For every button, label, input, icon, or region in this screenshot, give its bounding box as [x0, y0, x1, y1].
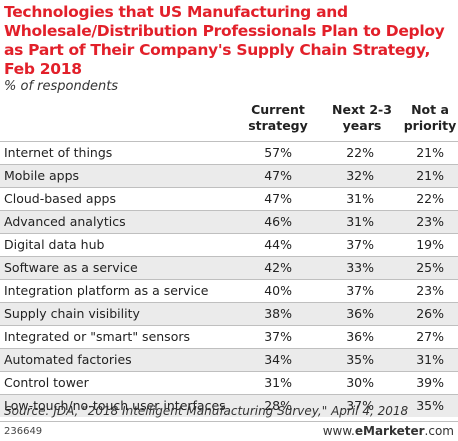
table-row: Supply chain visibility 38% 36% 26%: [0, 302, 458, 325]
cell-next-2-3-years: 30%: [346, 375, 374, 390]
row-label: Mobile apps: [4, 168, 80, 183]
cell-current-strategy: 28%: [264, 398, 292, 413]
cell-current-strategy: 47%: [264, 168, 292, 183]
data-table: Current strategy Next 2-3 years Not a pr…: [0, 100, 458, 417]
column-header-current-strategy: Current strategy: [238, 102, 318, 134]
row-label: Supply chain visibility: [4, 306, 140, 321]
row-label: Internet of things: [4, 145, 113, 160]
column-header-line: years: [342, 118, 382, 133]
cell-current-strategy: 46%: [264, 214, 292, 229]
cell-current-strategy: 37%: [264, 329, 292, 344]
table-row: Advanced analytics 46% 31% 23%: [0, 210, 458, 233]
cell-current-strategy: 42%: [264, 260, 292, 275]
table-row: Internet of things 57% 22% 21%: [0, 141, 458, 164]
table-row: Cloud-based apps 47% 31% 22%: [0, 187, 458, 210]
column-header-line: Next 2-3: [332, 102, 392, 117]
cell-current-strategy: 34%: [264, 352, 292, 367]
cell-next-2-3-years: 32%: [346, 168, 374, 183]
cell-next-2-3-years: 36%: [346, 306, 374, 321]
table-row: Control tower 31% 30% 39%: [0, 371, 458, 394]
table-header: Current strategy Next 2-3 years Not a pr…: [0, 100, 458, 141]
brand-suffix: .com: [424, 424, 454, 438]
row-label: Software as a service: [4, 260, 138, 275]
cell-not-a-priority: 31%: [416, 352, 444, 367]
table-row: Integrated or "smart" sensors 37% 36% 27%: [0, 325, 458, 348]
cell-not-a-priority: 23%: [416, 283, 444, 298]
cell-next-2-3-years: 37%: [346, 283, 374, 298]
row-label: Integrated or "smart" sensors: [4, 329, 190, 344]
chart-subtitle: % of respondents: [4, 79, 119, 94]
cell-next-2-3-years: 31%: [346, 214, 374, 229]
cell-current-strategy: 40%: [264, 283, 292, 298]
table-row: Digital data hub 44% 37% 19%: [0, 233, 458, 256]
column-header-not-a-priority: Not a priority: [402, 102, 458, 134]
row-label: Digital data hub: [4, 237, 105, 252]
brand-logo: www.eMarketer.com: [323, 424, 454, 438]
cell-not-a-priority: 26%: [416, 306, 444, 321]
cell-not-a-priority: 19%: [416, 237, 444, 252]
row-label: Advanced analytics: [4, 214, 126, 229]
cell-next-2-3-years: 35%: [346, 352, 374, 367]
table-row: Mobile apps 47% 32% 21%: [0, 164, 458, 187]
cell-current-strategy: 31%: [264, 375, 292, 390]
row-label: Integration platform as a service: [4, 283, 209, 298]
brand-prefix: www.: [322, 424, 355, 438]
cell-not-a-priority: 22%: [416, 191, 444, 206]
cell-not-a-priority: 39%: [416, 375, 444, 390]
row-label: Low-touch/no-touch user interfaces: [4, 398, 226, 413]
cell-not-a-priority: 21%: [416, 145, 444, 160]
cell-not-a-priority: 23%: [416, 214, 444, 229]
cell-next-2-3-years: 33%: [346, 260, 374, 275]
table-body: Internet of things 57% 22% 21% Mobile apps 47…: [0, 141, 458, 417]
cell-not-a-priority: 25%: [416, 260, 444, 275]
cell-not-a-priority: 27%: [416, 329, 444, 344]
cell-current-strategy: 47%: [264, 191, 292, 206]
column-header-next-2-3-years: Next 2-3 years: [322, 102, 402, 134]
row-label: Automated factories: [4, 352, 132, 367]
cell-next-2-3-years: 31%: [346, 191, 374, 206]
chart-title: Technologies that US Manufacturing and W…: [4, 3, 445, 78]
cell-current-strategy: 57%: [264, 145, 292, 160]
chart-id: 236649: [4, 426, 43, 437]
column-header-line: Not a: [411, 102, 449, 117]
row-label: Cloud-based apps: [4, 191, 116, 206]
cell-not-a-priority: 21%: [416, 168, 444, 183]
source-note: Source: JDA, "2018 Intelligent Manufactu…: [4, 404, 409, 418]
table-row: Low-touch/no-touch user interfaces 28% 37%…: [0, 394, 458, 417]
cell-not-a-priority: 35%: [416, 398, 444, 413]
table-row: Automated factories 34% 35% 31%: [0, 348, 458, 371]
cell-current-strategy: 44%: [264, 237, 292, 252]
cell-next-2-3-years: 22%: [346, 145, 374, 160]
brand-name: eMarketer: [354, 424, 425, 438]
column-header-line: strategy: [248, 118, 308, 133]
row-label: Control tower: [4, 375, 89, 390]
cell-next-2-3-years: 37%: [346, 237, 374, 252]
cell-next-2-3-years: 37%: [346, 398, 374, 413]
footer-bar: 236649 www.eMarketer.com: [0, 421, 458, 441]
column-header-line: priority: [403, 118, 457, 133]
cell-current-strategy: 38%: [264, 306, 292, 321]
table-row: Software as a service 42% 33% 25%: [0, 256, 458, 279]
cell-next-2-3-years: 36%: [346, 329, 374, 344]
table-row: Integration platform as a service 40% 37% 2…: [0, 279, 458, 302]
column-header-line: Current: [251, 102, 305, 117]
